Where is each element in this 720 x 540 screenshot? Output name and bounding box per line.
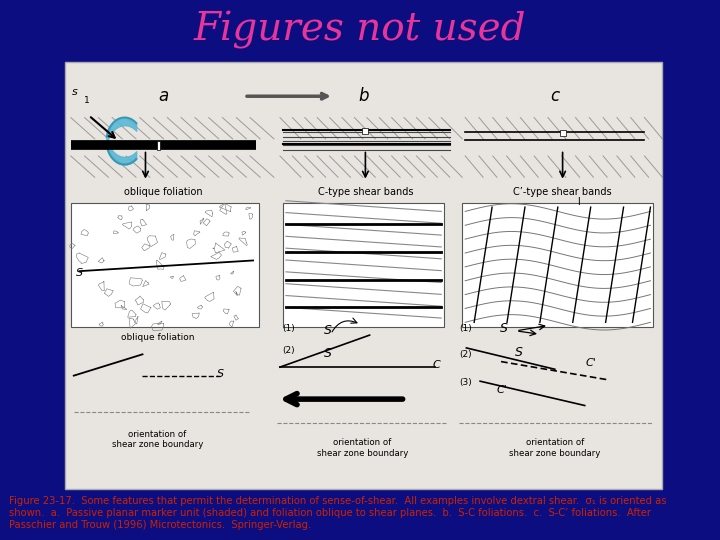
Bar [362,128,368,134]
Bar [71,203,259,327]
Text: S: S [324,325,332,338]
Text: oblique foliation: oblique foliation [124,187,203,197]
Text: S: S [217,368,225,379]
Text: (1): (1) [282,324,295,333]
Text: S: S [500,322,508,335]
Bar [462,203,654,327]
Text: (1): (1) [459,324,472,333]
Text: 1: 1 [84,96,90,105]
Text: C': C' [497,384,508,395]
Text: C: C [432,360,440,370]
Text: orientation of
shear zone boundary: orientation of shear zone boundary [112,430,203,449]
Bar [559,130,566,136]
Text: s: s [72,87,78,97]
Text: oblique foliation: oblique foliation [121,333,194,342]
Bar [283,203,444,327]
Text: (3): (3) [459,377,472,387]
Text: l: l [577,197,580,207]
Text: orientation of
shear zone boundary: orientation of shear zone boundary [317,438,408,458]
Text: S: S [324,347,332,360]
Text: Figure 23-17.  Some features that permit the determination of sense-of-shear.  A: Figure 23-17. Some features that permit … [9,496,667,530]
Bar [158,141,161,150]
Text: b: b [359,87,369,105]
Text: C': C' [585,358,596,368]
Text: S: S [76,268,83,278]
Text: C-type shear bands: C-type shear bands [318,187,413,197]
Text: orientation of
shear zone boundary: orientation of shear zone boundary [509,438,600,458]
Text: (2): (2) [282,346,295,355]
Text: (2): (2) [459,350,472,359]
Bar [65,62,662,489]
Text: Figures not used: Figures not used [194,11,526,49]
Text: C’-type shear bands: C’-type shear bands [513,187,612,197]
Text: c: c [550,87,559,105]
Text: S: S [515,346,523,359]
Text: a: a [158,87,168,105]
